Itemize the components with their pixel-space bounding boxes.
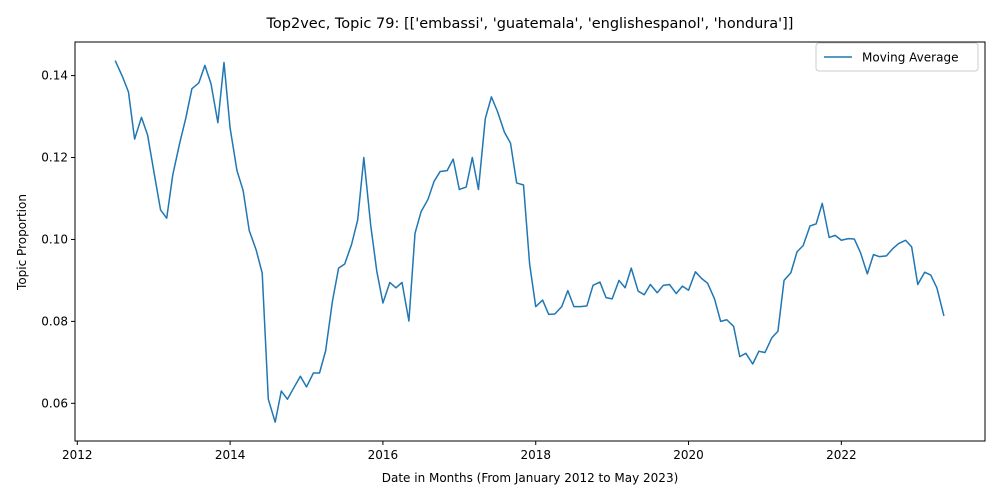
legend: Moving Average bbox=[815, 42, 979, 72]
y-tick-label: 0.10 bbox=[41, 232, 68, 246]
x-tick-label: 2016 bbox=[368, 448, 399, 462]
x-tick-label: 2022 bbox=[826, 448, 857, 462]
ticks: 2012 2014 2016 2018 2020 2022 0.06 0.08 0.10 0.12… bbox=[41, 69, 856, 462]
series-line-moving-average bbox=[114, 60, 945, 423]
legend-label: Moving Average bbox=[862, 51, 958, 65]
plot-frame bbox=[74, 41, 986, 442]
y-tick-label: 0.12 bbox=[41, 151, 68, 165]
y-tick-label: 0.14 bbox=[41, 69, 68, 83]
chart-title: Top2vec, Topic 79: [['embassi', 'guatema… bbox=[266, 16, 794, 32]
axes bbox=[74, 41, 986, 442]
x-tick-label: 2012 bbox=[62, 448, 93, 462]
legend-box bbox=[815, 42, 979, 72]
x-tick-label: 2018 bbox=[520, 448, 551, 462]
y-tick-label: 0.06 bbox=[41, 396, 68, 410]
series bbox=[114, 60, 945, 423]
y-axis-label: Topic Proportion bbox=[15, 194, 29, 291]
x-tick-label: 2014 bbox=[215, 448, 246, 462]
y-tick-label: 0.08 bbox=[41, 314, 68, 328]
x-tick-label: 2020 bbox=[673, 448, 704, 462]
x-axis-label: Date in Months (From January 2012 to May… bbox=[382, 471, 679, 485]
